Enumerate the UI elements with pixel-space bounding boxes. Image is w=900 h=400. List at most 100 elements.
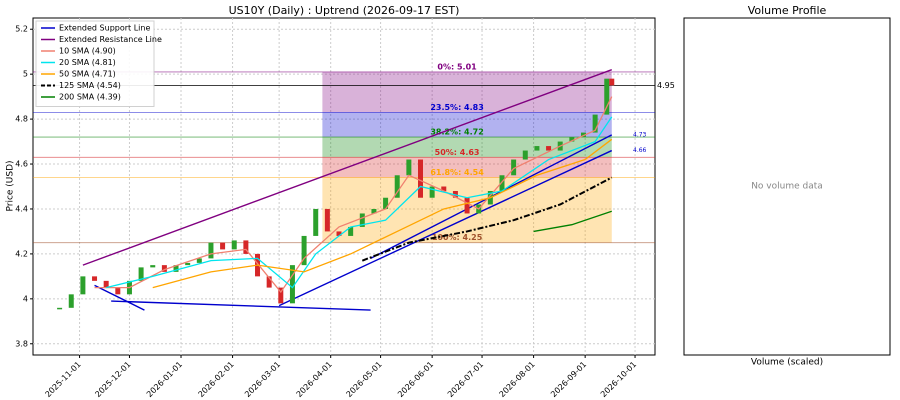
fib-label: 100%: 4.25 <box>432 233 483 242</box>
candle <box>569 137 575 142</box>
trend-line <box>111 300 371 311</box>
candle <box>150 265 156 268</box>
candle <box>115 287 121 295</box>
y-tick-label: 5.2 <box>15 25 28 34</box>
x-tick-label: 2026-09-01 <box>549 360 588 399</box>
fib-label: 50%: 4.63 <box>435 148 480 157</box>
candle <box>231 240 237 250</box>
candle <box>394 175 400 198</box>
volume-message: No volume data <box>751 182 823 192</box>
candle <box>301 235 307 266</box>
x-tick-label: 2026-03-01 <box>243 360 282 399</box>
candle <box>196 258 202 263</box>
fib-zone <box>322 112 612 138</box>
candle <box>266 276 272 288</box>
candle <box>499 175 505 191</box>
candle <box>208 242 214 259</box>
price-frame <box>32 17 656 356</box>
legend-label: 125 SMA (4.54) <box>59 81 121 90</box>
candle <box>371 208 377 214</box>
x-tick-label: 2026-08-01 <box>498 360 537 399</box>
volume-x-label: Volume (scaled) <box>751 358 823 368</box>
candle <box>592 114 598 133</box>
candle <box>161 265 167 272</box>
fib-zone <box>322 71 612 113</box>
candle <box>185 262 191 266</box>
candle <box>336 231 342 236</box>
price-annotation: 4.95 <box>657 81 675 90</box>
candle <box>138 267 144 281</box>
candle <box>278 287 284 304</box>
trend-line <box>278 149 613 307</box>
candle <box>289 265 295 304</box>
y-tick-label: 4.4 <box>15 204 28 213</box>
sma-line <box>94 96 613 294</box>
fib-label: 0%: 5.01 <box>437 62 477 71</box>
y-tick-label: 4.6 <box>15 160 28 169</box>
sma-line <box>106 116 613 289</box>
candle <box>534 146 540 151</box>
legend-label: Extended Support Line <box>59 24 150 33</box>
sma-line <box>152 138 613 289</box>
candle <box>173 265 179 272</box>
legend-label: 10 SMA (4.90) <box>59 47 116 56</box>
x-tick-label: 2026-10-01 <box>599 360 638 399</box>
x-tick-label: 2026-04-01 <box>295 360 334 399</box>
legend-label: 200 SMA (4.39) <box>59 93 121 102</box>
volume-frame <box>683 17 891 356</box>
y-axis-label: Price (USD) <box>6 160 16 211</box>
fib-label: 38.2%: 4.72 <box>430 128 483 137</box>
candle <box>464 197 470 214</box>
y-tick-label: 5 <box>23 70 28 79</box>
legend-label: 20 SMA (4.81) <box>59 58 116 67</box>
y-tick-label: 4 <box>23 294 28 303</box>
price-annotation: 4.66 <box>633 147 647 154</box>
fib-zone <box>322 137 612 158</box>
x-tick-label: 2026-07-01 <box>446 360 485 399</box>
x-tick-label: 2026-02-01 <box>197 360 236 399</box>
chart-title: US10Y (Daily) : Uptrend (2026-09-17 EST) <box>229 4 460 17</box>
x-tick-label: 2026-01-01 <box>145 360 184 399</box>
candle <box>406 159 412 176</box>
candle <box>348 226 354 236</box>
candle <box>359 213 365 227</box>
candle <box>522 150 528 160</box>
candle <box>429 186 435 198</box>
candle <box>604 78 610 115</box>
legend-label: 50 SMA (4.71) <box>59 70 116 79</box>
candle <box>80 276 86 295</box>
x-tick-label: 2025-11-01 <box>44 360 83 399</box>
legend-label: Extended Resistance Line <box>59 35 162 44</box>
candle <box>92 276 98 281</box>
x-tick-label: 2026-06-01 <box>396 360 435 399</box>
x-tick-label: 2025-12-01 <box>93 360 132 399</box>
candle <box>57 307 63 310</box>
y-tick-label: 4.8 <box>15 115 28 124</box>
candle <box>383 197 389 209</box>
candle <box>243 240 249 254</box>
x-tick-label: 2026-05-01 <box>345 360 384 399</box>
candle <box>609 78 615 86</box>
candle <box>324 208 330 232</box>
candle <box>418 159 424 198</box>
candle <box>511 159 517 176</box>
candle <box>546 146 552 151</box>
candle <box>68 294 74 308</box>
sma-line <box>533 210 612 233</box>
candle <box>220 242 226 250</box>
price-annotation: 4.73 <box>633 131 647 138</box>
fib-label: 23.5%: 4.83 <box>430 103 483 112</box>
y-tick-label: 3.8 <box>15 339 28 348</box>
fib-label: 61.8%: 4.54 <box>430 168 484 177</box>
legend-box <box>35 20 155 107</box>
candle <box>103 280 109 288</box>
candle <box>441 186 447 191</box>
volume-title: Volume Profile <box>748 4 827 17</box>
sma-line <box>361 176 613 262</box>
trend-line <box>94 284 145 311</box>
trend-line <box>82 69 613 266</box>
candle <box>580 132 586 138</box>
y-tick-label: 4.2 <box>15 249 28 258</box>
candle <box>313 208 319 236</box>
